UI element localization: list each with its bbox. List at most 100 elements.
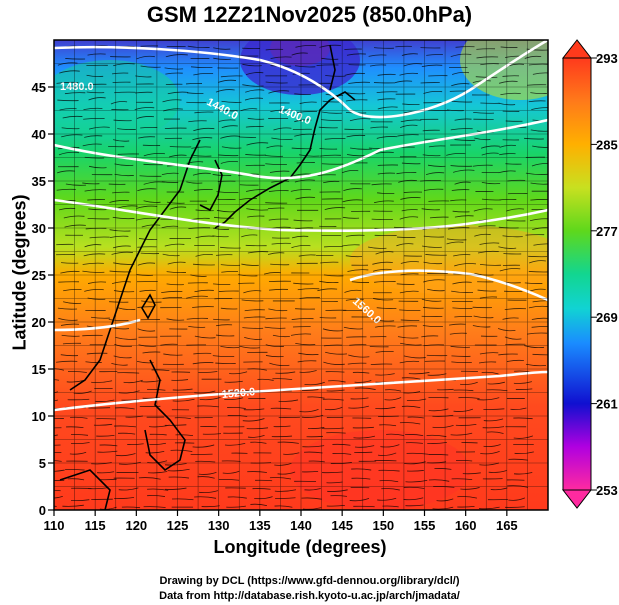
streamline bbox=[403, 63, 422, 67]
streamline bbox=[394, 80, 413, 84]
streamline bbox=[265, 81, 288, 84]
streamline bbox=[375, 373, 395, 376]
streamline bbox=[194, 289, 214, 293]
streamline bbox=[454, 181, 471, 185]
streamline bbox=[368, 54, 387, 57]
streamline bbox=[399, 360, 420, 364]
streamline bbox=[60, 270, 80, 274]
streamline bbox=[423, 90, 443, 94]
streamline bbox=[161, 181, 179, 183]
y-tick-label: 20 bbox=[32, 315, 46, 330]
streamline bbox=[399, 309, 421, 311]
streamline bbox=[161, 172, 179, 175]
streamline bbox=[83, 107, 103, 111]
streamline bbox=[506, 208, 525, 212]
streamline bbox=[294, 93, 311, 95]
streamline bbox=[291, 235, 309, 239]
streamline bbox=[376, 307, 397, 309]
streamline bbox=[82, 262, 104, 265]
streamline bbox=[351, 468, 372, 471]
colorbar: 293 285 277 269 261 253 bbox=[561, 39, 618, 509]
streamline bbox=[64, 92, 86, 95]
streamline bbox=[221, 125, 238, 129]
streamline bbox=[123, 379, 143, 384]
streamline bbox=[524, 55, 542, 59]
streamline bbox=[324, 137, 346, 140]
x-tick-label: 130 bbox=[208, 518, 230, 533]
streamline bbox=[295, 342, 316, 346]
streamline bbox=[475, 76, 498, 78]
streamline bbox=[84, 135, 103, 138]
streamline bbox=[97, 471, 115, 474]
streamline bbox=[405, 479, 428, 483]
y-tick-label: 35 bbox=[32, 174, 46, 189]
streamline bbox=[118, 390, 140, 394]
streamline bbox=[370, 126, 388, 129]
streamline bbox=[198, 371, 218, 373]
streamline bbox=[375, 325, 396, 328]
streamline bbox=[323, 180, 340, 184]
streamline bbox=[274, 505, 293, 508]
streamline bbox=[454, 139, 476, 141]
streamline bbox=[247, 117, 265, 120]
streamline bbox=[215, 89, 235, 93]
streamline bbox=[88, 97, 106, 101]
streamline bbox=[165, 72, 183, 75]
streamline bbox=[400, 119, 422, 123]
streamline bbox=[531, 163, 548, 167]
streamline bbox=[91, 316, 110, 319]
streamline bbox=[242, 418, 265, 422]
streamline bbox=[140, 126, 158, 129]
streamline bbox=[192, 362, 214, 365]
streamline bbox=[143, 200, 161, 203]
y-tick-label: 25 bbox=[32, 268, 46, 283]
streamline bbox=[377, 164, 399, 166]
streamline bbox=[250, 503, 268, 507]
streamline bbox=[67, 478, 85, 481]
streamline bbox=[198, 471, 217, 475]
streamline bbox=[486, 389, 508, 392]
streamline bbox=[399, 422, 421, 425]
x-tick-label: 115 bbox=[85, 518, 106, 533]
streamline bbox=[88, 126, 110, 130]
streamline bbox=[302, 470, 319, 473]
streamline bbox=[531, 325, 548, 328]
streamline bbox=[82, 182, 100, 185]
streamline bbox=[377, 497, 397, 501]
streamline bbox=[345, 255, 363, 258]
streamline bbox=[371, 183, 392, 186]
streamline bbox=[498, 246, 517, 249]
streamline bbox=[528, 100, 546, 103]
streamline bbox=[324, 207, 346, 211]
streamline bbox=[265, 355, 284, 358]
streamline bbox=[112, 245, 131, 249]
streamline bbox=[397, 134, 419, 137]
streamline bbox=[472, 164, 493, 167]
streamline bbox=[246, 142, 269, 146]
streamline bbox=[62, 342, 82, 345]
x-tick-label: 125 bbox=[167, 518, 189, 533]
streamline bbox=[316, 64, 339, 66]
streamline bbox=[138, 238, 158, 240]
streamline bbox=[162, 253, 180, 257]
colorbar-scale bbox=[562, 57, 592, 491]
streamline bbox=[244, 309, 265, 312]
streamline bbox=[54, 460, 62, 462]
streamline bbox=[257, 378, 274, 381]
streamline bbox=[220, 345, 240, 349]
streamline bbox=[500, 92, 521, 96]
longitude-axis: 110 115 120 125 130 135 140 145 150 155 160 165 bbox=[44, 510, 518, 533]
streamline bbox=[341, 244, 360, 247]
streamline bbox=[401, 209, 418, 212]
streamline bbox=[167, 261, 186, 265]
streamline bbox=[164, 487, 187, 490]
streamline bbox=[524, 282, 543, 284]
streamline bbox=[479, 462, 500, 466]
streamline bbox=[524, 137, 544, 140]
streamline bbox=[59, 108, 77, 111]
streamline bbox=[403, 486, 425, 489]
streamline bbox=[118, 461, 141, 465]
streamline bbox=[245, 89, 265, 93]
streamline bbox=[220, 264, 241, 266]
streamline bbox=[265, 163, 287, 165]
